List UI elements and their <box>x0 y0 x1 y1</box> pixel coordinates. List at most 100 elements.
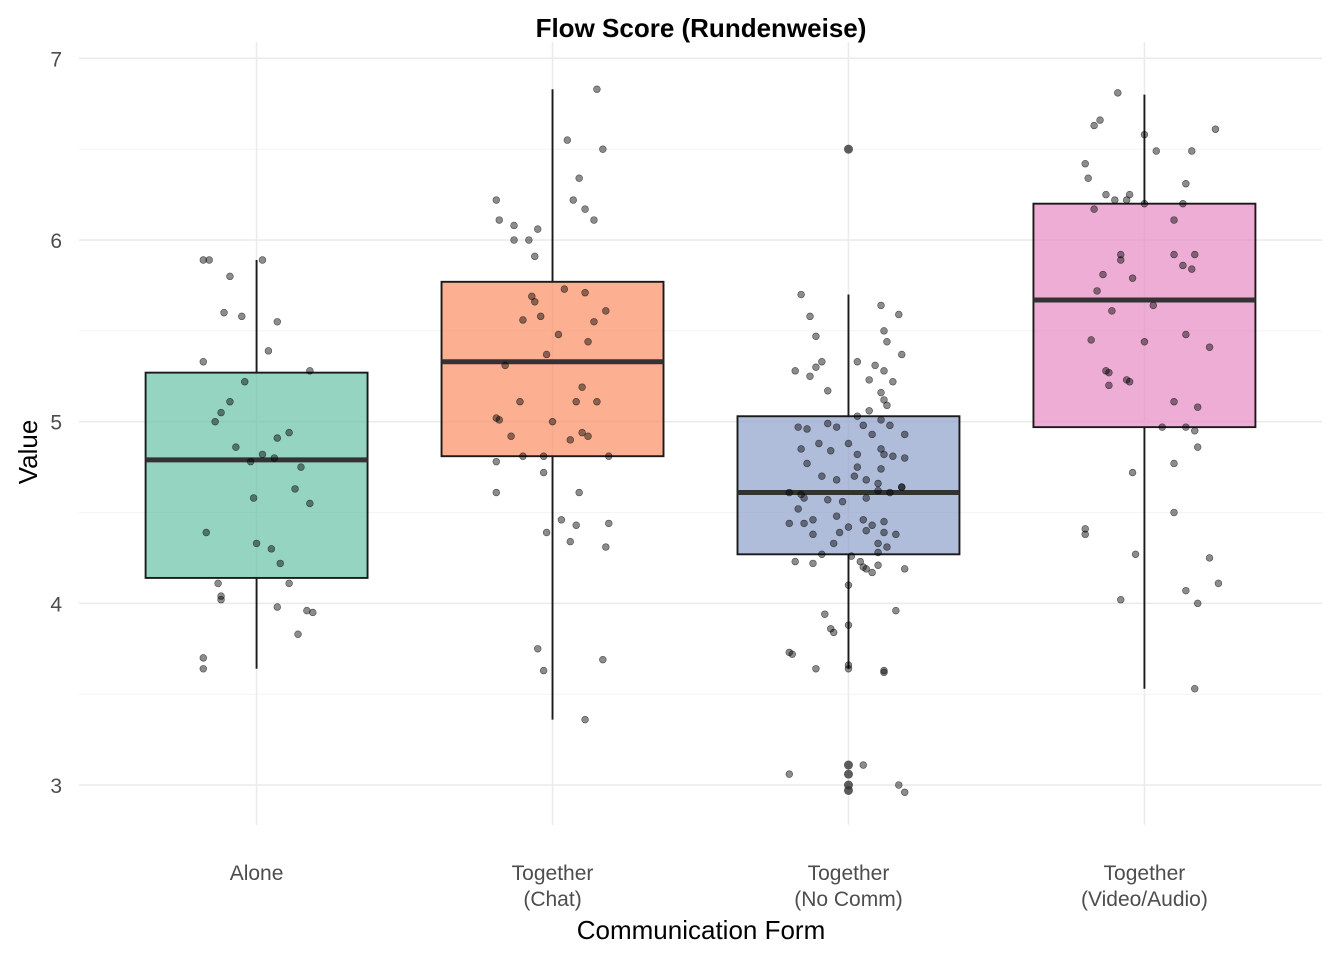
data-point <box>880 668 888 677</box>
data-point <box>273 603 281 611</box>
data-point <box>1193 443 1202 451</box>
data-point <box>217 596 225 604</box>
data-point <box>797 445 805 453</box>
data-point <box>1182 330 1190 339</box>
data-point <box>542 350 551 359</box>
data-point <box>1084 174 1092 182</box>
axis-ticks: 3 4 5 6 7 Alone Together (Chat) Together (No Comm… <box>50 48 1208 911</box>
data-point <box>877 301 885 310</box>
data-point <box>306 499 314 508</box>
data-point <box>534 225 542 233</box>
data-point <box>584 338 592 346</box>
data-point <box>1170 216 1178 224</box>
data-point <box>492 488 500 497</box>
data-point <box>1182 423 1190 431</box>
data-point <box>306 367 314 375</box>
data-point <box>267 545 276 553</box>
data-point <box>525 236 533 244</box>
data-point <box>1093 287 1101 295</box>
data-point <box>1191 427 1199 435</box>
data-point <box>794 423 802 431</box>
data-point <box>1179 261 1187 270</box>
data-point <box>791 367 799 375</box>
data-point <box>853 450 862 459</box>
data-point <box>534 645 542 653</box>
data-point <box>249 494 258 502</box>
y-tick-label: 7 <box>50 48 62 71</box>
data-point <box>809 559 817 568</box>
data-point <box>1117 596 1125 604</box>
data-point <box>542 528 551 537</box>
data-point <box>835 528 844 537</box>
data-point <box>217 408 225 417</box>
data-point <box>1105 368 1113 377</box>
data-point <box>590 216 598 224</box>
data-point <box>892 606 900 615</box>
data-point <box>1214 579 1223 588</box>
data-point <box>309 608 317 617</box>
data-point <box>785 519 793 528</box>
data-point <box>199 358 208 366</box>
data-point <box>285 579 293 588</box>
data-point <box>202 528 210 537</box>
data-point <box>844 523 853 531</box>
data-point <box>901 788 909 796</box>
data-point <box>829 628 838 637</box>
data-point <box>803 425 811 433</box>
data-point <box>868 521 876 529</box>
data-point <box>1205 554 1214 562</box>
data-point <box>1117 250 1125 259</box>
jitter-points <box>199 85 1223 796</box>
data-point <box>877 465 885 473</box>
data-point <box>575 174 583 182</box>
data-point <box>865 407 873 415</box>
y-axis-title: Value <box>13 420 43 485</box>
data-point <box>519 452 527 460</box>
data-point <box>901 454 909 462</box>
data-point <box>1087 336 1095 344</box>
data-point <box>1096 116 1104 124</box>
data-point <box>516 398 524 406</box>
data-point <box>599 145 607 153</box>
data-point <box>844 665 853 673</box>
data-point <box>818 358 826 366</box>
data-point <box>886 421 894 430</box>
data-point <box>1122 376 1131 384</box>
x-axis-title: Communication Form <box>577 915 826 945</box>
data-point <box>880 450 888 459</box>
data-point <box>495 416 503 424</box>
x-tick-label: Together (Chat) <box>512 862 594 911</box>
data-point <box>199 256 208 264</box>
chart-title: Flow Score (Rundenweise) <box>536 13 867 43</box>
data-point <box>1193 599 1202 608</box>
data-point <box>1140 199 1149 208</box>
outlier-point <box>843 760 853 770</box>
data-point <box>806 372 814 380</box>
data-point <box>548 417 557 426</box>
data-point <box>874 487 882 495</box>
data-point <box>1170 459 1178 468</box>
data-point <box>581 205 589 213</box>
data-point <box>1182 586 1190 595</box>
data-point <box>1081 530 1089 539</box>
data-point <box>874 479 882 488</box>
data-point <box>276 559 284 568</box>
data-point <box>536 312 545 321</box>
data-point <box>238 312 246 321</box>
data-point <box>791 557 799 566</box>
data-point <box>252 539 261 548</box>
data-point <box>291 485 299 493</box>
data-point <box>847 552 856 560</box>
data-point <box>859 761 867 769</box>
data-point <box>539 666 548 675</box>
data-point <box>1111 196 1119 204</box>
data-point <box>853 463 862 471</box>
x-tick-label: Alone <box>230 862 284 885</box>
data-point <box>818 472 826 480</box>
data-point <box>797 290 805 299</box>
data-point <box>531 252 539 261</box>
data-point <box>883 401 891 410</box>
data-point <box>844 581 853 589</box>
data-point <box>1131 550 1140 559</box>
